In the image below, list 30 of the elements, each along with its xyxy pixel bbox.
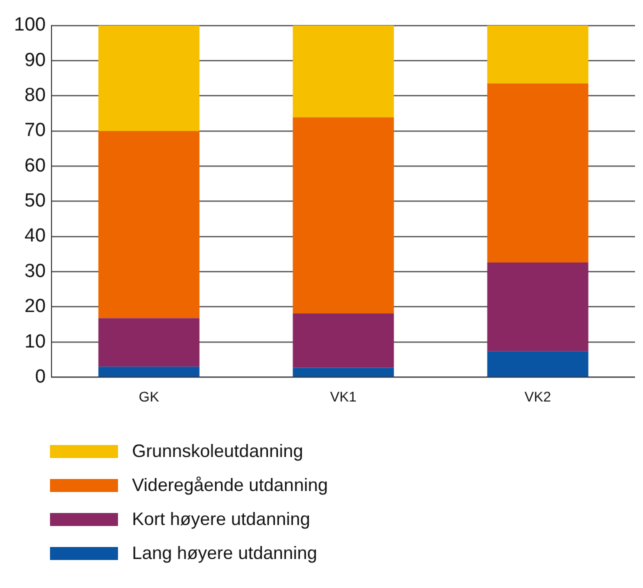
x-tick-label: VK2	[524, 388, 552, 404]
y-tick-label: 40	[24, 226, 46, 247]
bar	[487, 25, 588, 84]
y-tick-label: 0	[35, 366, 46, 388]
bar	[487, 83, 588, 263]
bar	[292, 368, 394, 377]
x-tick-label: GK	[138, 388, 160, 404]
bar	[487, 262, 588, 352]
y-tick-label: 30	[24, 260, 46, 282]
y-tick-label: 10	[24, 331, 46, 352]
legend-label: Kort høyere utdanning	[132, 508, 310, 530]
y-tick-label: 20	[24, 296, 46, 318]
y-tick-label: 90	[24, 50, 46, 71]
legend-label: Videregående utdanning	[132, 474, 328, 496]
y-tick-label: 80	[24, 84, 46, 106]
bar	[487, 351, 588, 377]
x-tick-label: VK1	[330, 388, 357, 404]
bar	[98, 318, 200, 367]
bar	[292, 117, 394, 314]
y-tick-label: 70	[24, 120, 46, 142]
legend-label: Lang høyere utdanning	[132, 542, 318, 564]
bar	[292, 314, 394, 368]
y-tick-label: 50	[24, 190, 46, 212]
y-tick-label: 100	[14, 14, 46, 36]
y-tick-label: 60	[24, 155, 46, 176]
bar	[292, 25, 394, 118]
bar	[98, 130, 200, 318]
bar	[98, 366, 200, 377]
bar	[98, 25, 200, 131]
legend-label: Grunnskoleutdanning	[132, 440, 304, 462]
